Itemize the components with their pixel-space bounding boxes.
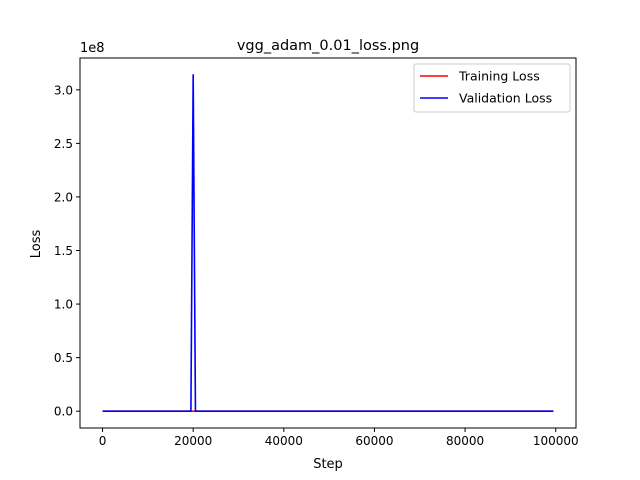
plot-frame	[79, 57, 577, 429]
y-axis-ticks: 0.0 0.5 1.0 1.5 2.0 2.5 3.0	[54, 83, 80, 419]
legend: Training Loss Validation Loss	[413, 63, 571, 113]
x-tick-label: 60000	[355, 434, 393, 448]
x-axis-label: Step	[313, 457, 343, 472]
legend-label: Training Loss	[458, 69, 540, 84]
y-axis-offset-label: 1e8	[80, 41, 105, 56]
series-line-validation-loss	[102, 74, 554, 412]
x-tick-label: 80000	[446, 434, 484, 448]
x-tick-label: 40000	[265, 434, 303, 448]
chart-title: vgg_adam_0.01_loss.png	[237, 38, 419, 54]
y-tick-label: 3.0	[54, 83, 73, 97]
series-layer	[102, 74, 554, 412]
x-axis-ticks: 0 20000 40000 60000 80000 100000	[99, 428, 579, 448]
x-tick-label: 100000	[533, 434, 579, 448]
y-tick-label: 0.0	[54, 405, 73, 419]
y-axis-label: Loss	[29, 230, 44, 259]
y-tick-label: 1.0	[54, 298, 73, 312]
y-tick-label: 2.0	[54, 190, 73, 204]
x-tick-label: 20000	[174, 434, 212, 448]
legend-label: Validation Loss	[459, 91, 552, 106]
plot-area	[80, 58, 576, 428]
y-tick-label: 0.5	[54, 351, 73, 365]
x-tick-label: 0	[99, 434, 107, 448]
y-tick-label: 2.5	[54, 137, 73, 151]
y-tick-label: 1.5	[54, 244, 73, 258]
legend-box	[413, 63, 571, 113]
